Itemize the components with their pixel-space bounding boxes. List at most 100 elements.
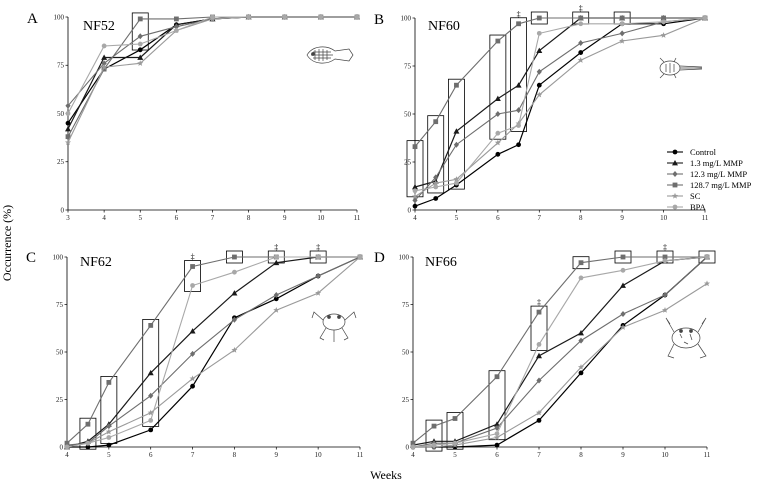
x-tick-label: 11 <box>702 214 709 222</box>
data-point <box>189 350 196 357</box>
x-tick-label: 3 <box>66 214 70 222</box>
data-point <box>619 21 625 27</box>
data-point <box>453 141 460 148</box>
data-point <box>231 316 238 323</box>
stage-label: NF66 <box>425 255 457 270</box>
data-point <box>515 82 522 88</box>
significance-box <box>510 17 527 132</box>
data-point <box>137 33 143 40</box>
series-1-3-mg-l-mmp <box>412 15 708 190</box>
y-tick-label: 100 <box>399 253 410 261</box>
legend-label: 12.3 mg/L MMP <box>690 169 747 179</box>
data-point <box>106 435 112 440</box>
legend-marker <box>672 204 678 210</box>
legend-marker <box>672 171 678 177</box>
series-line <box>67 16 357 143</box>
legend-entry: SC <box>667 191 701 201</box>
data-point <box>577 57 584 63</box>
x-tick-label: 9 <box>283 214 287 222</box>
dagger-mark: ‡ <box>663 243 667 252</box>
panel-b: 4 5 6 7 8 9 10 11 0 25 50 75 100 B NF60 ‡ ‡ <box>374 4 709 222</box>
data-point <box>65 125 71 132</box>
y-tick-label: 100 <box>54 13 65 21</box>
y-tick-label: 25 <box>404 158 412 166</box>
data-point <box>662 254 668 260</box>
x-tick-label: 7 <box>191 451 195 459</box>
data-point <box>65 102 71 109</box>
frog-nf66-illustration <box>665 317 707 359</box>
data-point <box>536 342 542 347</box>
x-tick-label: 5 <box>107 451 111 459</box>
data-point <box>536 47 543 54</box>
data-point <box>315 273 321 279</box>
series-line <box>414 17 705 147</box>
x-tick-label: 7 <box>211 214 215 222</box>
data-point <box>85 444 91 450</box>
legend-entry: 1.3 mg/L MMP <box>667 158 743 168</box>
data-point <box>147 409 154 416</box>
x-tick-label: 8 <box>247 214 251 222</box>
data-point <box>494 431 500 437</box>
data-point <box>85 421 91 427</box>
x-tick-label: 9 <box>275 451 279 459</box>
data-point <box>453 176 460 182</box>
data-point <box>315 254 321 260</box>
legend-label: 128.7 mg/L MMP <box>690 180 752 190</box>
data-point <box>105 428 112 435</box>
data-point <box>315 289 322 296</box>
stage-label: NF60 <box>428 19 460 34</box>
data-point <box>578 330 584 336</box>
data-point <box>137 47 143 53</box>
significance-box <box>530 305 548 351</box>
series-line <box>413 283 708 448</box>
legend-entry: 128.7 mg/L MMP <box>667 180 752 190</box>
data-point <box>410 444 416 450</box>
data-point <box>64 444 70 450</box>
data-point <box>147 369 154 376</box>
significance-box <box>427 115 445 194</box>
legend-entry: BPA <box>667 202 707 212</box>
data-point <box>64 440 70 446</box>
x-tick-label: 5 <box>455 214 459 222</box>
x-tick-label: 4 <box>411 451 415 459</box>
data-point <box>619 30 625 37</box>
y-tick-label: 0 <box>61 206 65 214</box>
y-tick-label: 25 <box>56 396 64 404</box>
y-tick-label: 0 <box>60 443 64 451</box>
data-point <box>173 23 179 30</box>
significance-box <box>100 375 118 444</box>
series-control <box>64 254 363 450</box>
series-bpa <box>64 254 363 450</box>
y-tick-label: 0 <box>408 206 412 214</box>
tadpole-nf60-illustration <box>659 57 703 79</box>
data-point <box>137 54 144 60</box>
data-point <box>190 383 195 389</box>
data-point <box>536 82 542 88</box>
significance-box <box>425 419 443 452</box>
data-point <box>106 442 112 448</box>
data-point <box>410 440 416 446</box>
x-tick-label: 4 <box>413 214 417 222</box>
data-point <box>433 119 439 125</box>
data-point <box>148 427 154 433</box>
data-point <box>137 60 144 66</box>
data-point <box>578 275 584 281</box>
data-point <box>494 374 500 380</box>
legend-label: Control <box>690 147 717 157</box>
x-tick-label: 9 <box>621 451 625 459</box>
data-point <box>432 179 439 186</box>
legend-entry: 12.3 mg/L MMP <box>667 169 747 179</box>
series-line <box>67 16 357 137</box>
data-point <box>620 311 626 317</box>
data-point <box>661 15 666 21</box>
series-bpa <box>410 254 710 450</box>
data-point <box>148 323 154 328</box>
data-point <box>318 14 324 20</box>
data-point <box>232 269 237 275</box>
froglet-nf62-illustration <box>311 311 357 342</box>
y-tick-label: 50 <box>57 110 65 118</box>
significance-box <box>572 256 590 270</box>
series-sc <box>409 280 711 450</box>
data-point <box>189 375 196 382</box>
series-line <box>66 256 360 444</box>
